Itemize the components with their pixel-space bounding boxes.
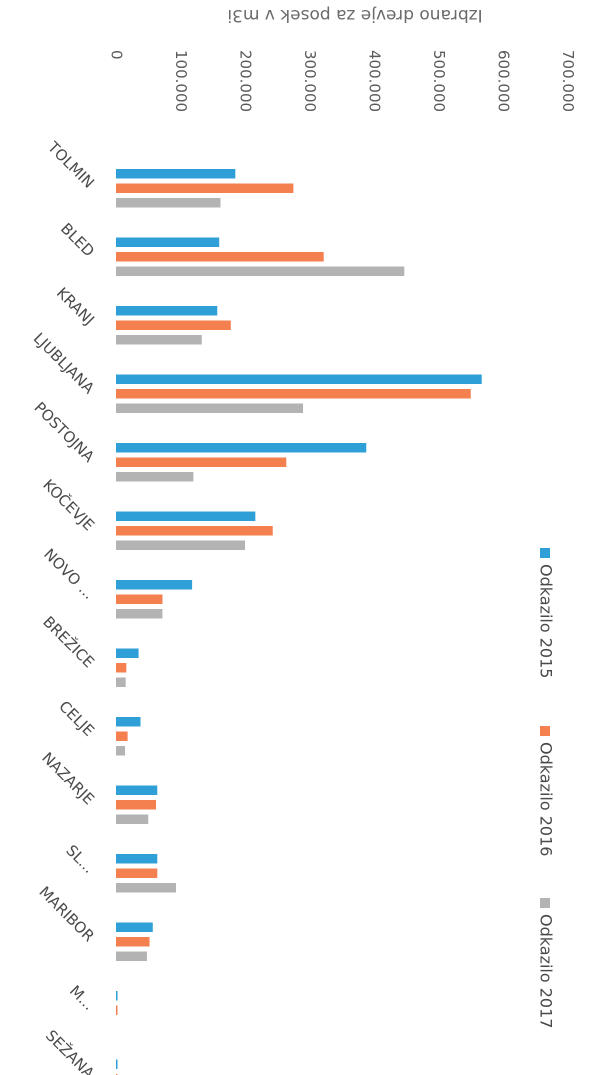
bar-m-1 bbox=[116, 1005, 118, 1015]
tick-label: 0 bbox=[108, 50, 126, 60]
category-label: POSTOJNA bbox=[31, 398, 99, 466]
chart-title: Izbrano drevje za posek v m3i bbox=[227, 5, 482, 25]
bar-nazarje-1 bbox=[116, 800, 156, 810]
category-label: TOLMIN bbox=[44, 137, 98, 191]
bar-celje-0 bbox=[116, 717, 141, 727]
tick-label: 500.000 bbox=[430, 50, 448, 112]
bar-tolmin-2 bbox=[116, 198, 221, 208]
bar-novo-2 bbox=[116, 609, 163, 619]
category-label: M... bbox=[66, 982, 98, 1014]
category-label: SL... bbox=[62, 841, 97, 876]
bar-tolmin-1 bbox=[116, 183, 294, 193]
bar-bled-0 bbox=[116, 237, 220, 247]
category-label: BLED bbox=[57, 220, 98, 261]
legend-label: Odkazilo 2016 bbox=[537, 742, 556, 856]
bar-koevje-1 bbox=[116, 526, 273, 536]
tick-label: 300.000 bbox=[301, 50, 319, 112]
tick-label: 600.000 bbox=[495, 50, 513, 112]
bar-koevje-2 bbox=[116, 540, 245, 550]
bars bbox=[116, 169, 482, 1075]
bar-maribor-0 bbox=[116, 922, 153, 932]
value-axis-ticks: 0 100.000 200.000 300.000 400.000 500.000 600.… bbox=[108, 50, 578, 112]
bar-postojna-0 bbox=[116, 443, 367, 453]
tick-label: 700.000 bbox=[559, 50, 577, 112]
tick-label: 400.000 bbox=[366, 50, 384, 112]
tick-label: 100.000 bbox=[172, 50, 190, 112]
bar-kranj-0 bbox=[116, 306, 218, 316]
category-label: BREŽICE bbox=[39, 612, 98, 671]
bar-maribor-2 bbox=[116, 951, 147, 961]
bar-breice-2 bbox=[116, 677, 126, 687]
legend-label: Odkazilo 2015 bbox=[537, 564, 556, 678]
bar-ljubljana-2 bbox=[116, 403, 304, 413]
bar-kranj-1 bbox=[116, 320, 231, 330]
category-label: KOČEVJE bbox=[39, 475, 98, 534]
bar-nazarje-2 bbox=[116, 814, 149, 824]
bar-ljubljana-1 bbox=[116, 389, 471, 399]
bar-breice-1 bbox=[116, 663, 127, 673]
bar-sl-1 bbox=[116, 868, 158, 878]
bar-breice-0 bbox=[116, 648, 139, 658]
bar-kranj-2 bbox=[116, 335, 202, 345]
bar-nazarje-0 bbox=[116, 785, 158, 795]
category-label: KRANJ bbox=[53, 284, 98, 329]
category-label: LJUBLJANA bbox=[30, 329, 99, 398]
bar-sl-0 bbox=[116, 854, 158, 864]
bar-sl-2 bbox=[116, 883, 176, 893]
legend-label: Odkazilo 2017 bbox=[537, 914, 556, 1028]
tick-label: 200.000 bbox=[237, 50, 255, 112]
bar-bled-1 bbox=[116, 252, 324, 262]
bar-ljubljana-0 bbox=[116, 374, 482, 384]
category-label: NAZARJE bbox=[38, 749, 98, 809]
category-label: CELJE bbox=[55, 697, 98, 740]
bar-m-0 bbox=[116, 991, 118, 1001]
bar-postojna-1 bbox=[116, 457, 287, 467]
legend-swatch bbox=[540, 548, 550, 558]
legend: Odkazilo 2015 Odkazilo 2016 Odkazilo 2017 bbox=[537, 548, 556, 1028]
category-label: SEŽANA bbox=[42, 1026, 99, 1075]
bar-postojna-2 bbox=[116, 472, 194, 482]
category-label: MARIBOR bbox=[35, 883, 97, 945]
bar-koevje-0 bbox=[116, 511, 256, 521]
bar-novo-1 bbox=[116, 594, 163, 604]
bar-celje-1 bbox=[116, 731, 128, 741]
category-label: NOVO ... bbox=[40, 545, 98, 603]
bar-tolmin-0 bbox=[116, 169, 236, 179]
legend-swatch bbox=[540, 726, 550, 736]
bar-celje-2 bbox=[116, 746, 126, 756]
bar-bled-2 bbox=[116, 266, 405, 276]
bar-novo-0 bbox=[116, 580, 193, 590]
legend-swatch bbox=[540, 898, 550, 908]
bar-maribor-1 bbox=[116, 937, 150, 947]
bar-seana-0 bbox=[116, 1059, 118, 1069]
